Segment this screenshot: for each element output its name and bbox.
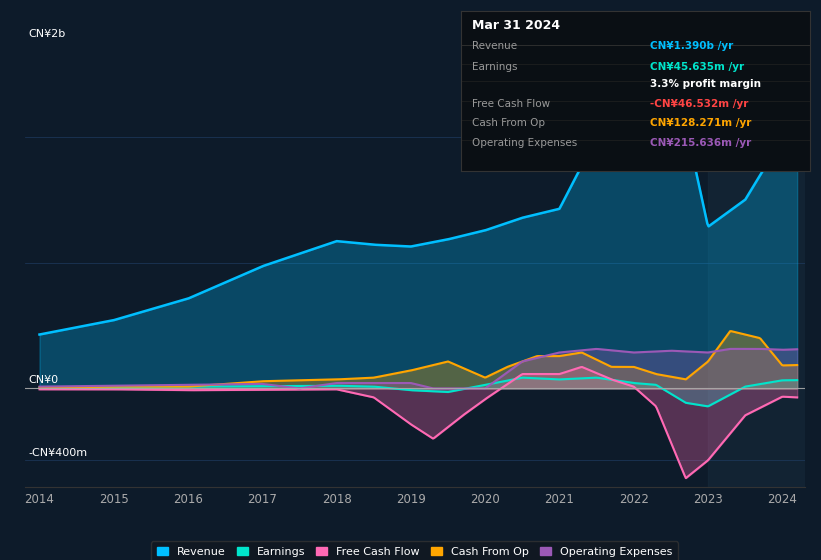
Text: CN¥1.390b /yr: CN¥1.390b /yr [650,41,733,51]
Text: Mar 31 2024: Mar 31 2024 [472,19,560,32]
Text: Earnings: Earnings [472,62,517,72]
Text: CN¥0: CN¥0 [29,375,58,385]
Text: 3.3% profit margin: 3.3% profit margin [650,80,761,90]
Text: CN¥2b: CN¥2b [29,29,66,39]
Text: Free Cash Flow: Free Cash Flow [472,99,550,109]
Text: CN¥215.636m /yr: CN¥215.636m /yr [650,138,751,148]
Text: -CN¥400m: -CN¥400m [29,449,88,459]
Text: CN¥45.635m /yr: CN¥45.635m /yr [650,62,744,72]
Text: -CN¥46.532m /yr: -CN¥46.532m /yr [650,99,748,109]
Text: CN¥128.271m /yr: CN¥128.271m /yr [650,118,751,128]
Text: Revenue: Revenue [472,41,517,51]
Text: Cash From Op: Cash From Op [472,118,545,128]
Legend: Revenue, Earnings, Free Cash Flow, Cash From Op, Operating Expenses: Revenue, Earnings, Free Cash Flow, Cash … [151,542,678,560]
Text: Operating Expenses: Operating Expenses [472,138,577,148]
Bar [708,11,805,487]
